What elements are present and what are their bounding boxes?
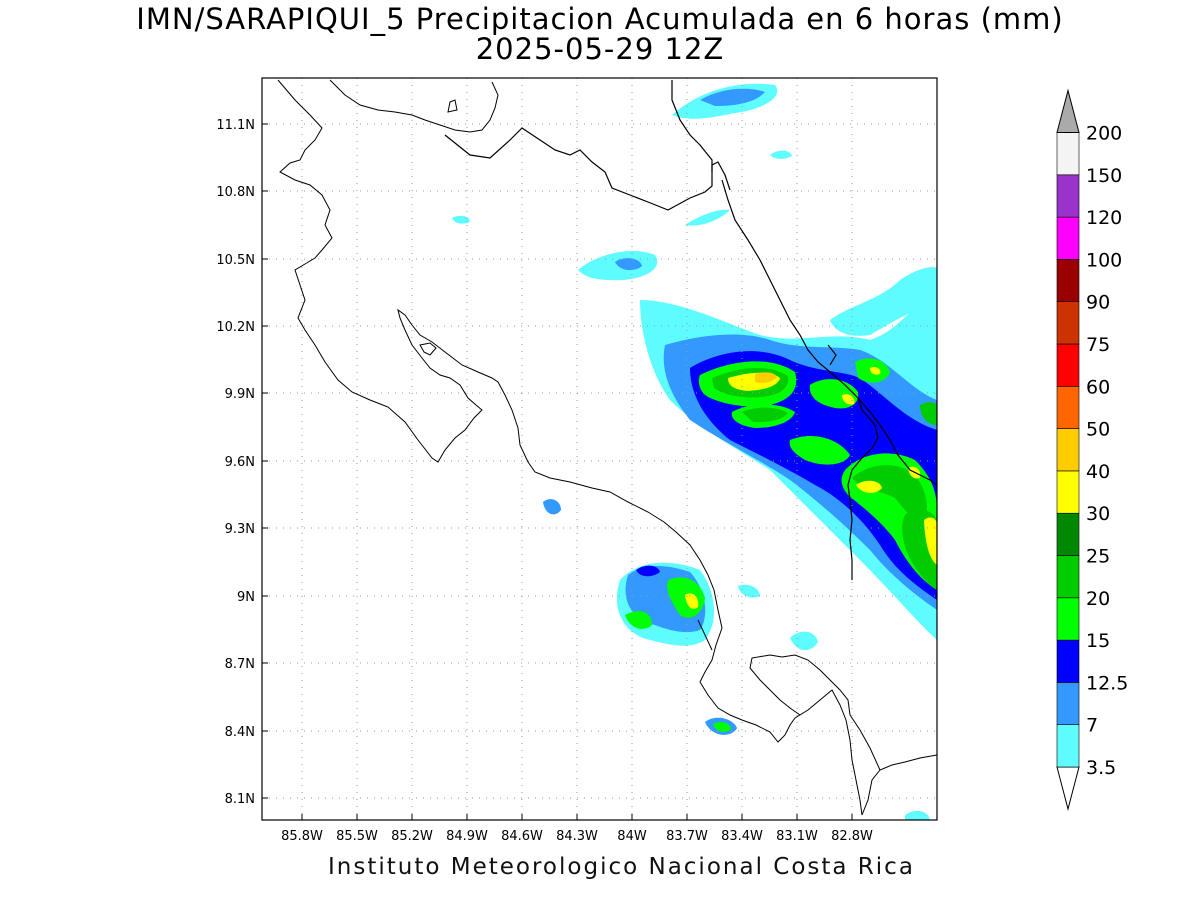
lon-tick-label: 84.6W	[501, 829, 543, 844]
colorbar-level-label: 75	[1086, 334, 1110, 356]
colorbar-swatch	[1056, 555, 1080, 599]
lat-tick-label: 10.2N	[216, 320, 255, 335]
axis-ticks	[262, 123, 853, 820]
colorbar-level-label: 60	[1086, 376, 1110, 398]
precip-band-3.5	[770, 150, 792, 159]
longitude-labels: 85.8W 85.5W 85.2W 84.9W 84.6W 84.3W 84W …	[281, 829, 873, 844]
lat-tick-label: 8.1N	[225, 792, 255, 807]
colorbar-swatch	[1056, 301, 1080, 345]
lat-tick-label: 9.3N	[225, 522, 255, 537]
colorbar-under-triangle	[1056, 766, 1080, 811]
colorbar-level-label: 150	[1086, 165, 1122, 187]
colorbar-over-triangle	[1056, 88, 1080, 133]
colorbar-swatch	[1056, 174, 1080, 218]
colorbar-level-label: 120	[1086, 207, 1122, 229]
precip-band-30	[924, 517, 937, 565]
colorbar-swatch	[1056, 132, 1080, 176]
lat-tick-label: 10.8N	[216, 185, 255, 200]
precip-band-3.5	[685, 209, 730, 226]
country-border	[444, 80, 937, 580]
lat-tick-label: 9.9N	[225, 387, 255, 402]
precip-band-3.5	[830, 267, 937, 336]
precip-band-30	[842, 394, 855, 405]
lat-tick-label: 10.5N	[216, 253, 255, 268]
precip-band-3.5	[905, 810, 930, 820]
precip-band-30	[856, 480, 882, 493]
colorbar: 3.5 7 12.5 15 20 25 30 40 50 60 75 90 100 120 150 200	[1056, 88, 1128, 811]
colorbar-swatch	[1056, 259, 1080, 302]
precip-band-20	[920, 402, 937, 425]
colorbar-swatch	[1056, 682, 1080, 726]
latitude-labels: 11.1N 10.8N 10.5N 10.2N 9.9N 9.6N 9.3N 9…	[216, 118, 255, 807]
lon-tick-label: 82.8W	[831, 829, 873, 844]
precip-band-7	[700, 88, 765, 106]
colorbar-level-label: 12.5	[1086, 672, 1128, 694]
coastline	[277, 79, 937, 816]
footer-credit: Instituto Meteorologico Nacional Costa R…	[328, 854, 915, 880]
lon-tick-label: 84.3W	[556, 829, 598, 844]
lon-tick-label: 85.8W	[281, 829, 323, 844]
colorbar-level-label: 20	[1086, 588, 1110, 610]
precip-band-12.5	[636, 565, 660, 577]
colorbar-swatch	[1056, 597, 1080, 641]
lon-tick-label: 83.4W	[721, 829, 763, 844]
colorbar-swatch	[1056, 470, 1080, 514]
colorbar-swatch	[1056, 639, 1080, 683]
plot-frame	[261, 77, 938, 821]
colorbar-swatch	[1056, 343, 1080, 387]
colorbar-level-label: 3.5	[1086, 757, 1116, 779]
chart-subtitle: 2025-05-29 12Z	[475, 32, 725, 66]
lat-tick-label: 9N	[237, 590, 255, 605]
precip-band-7	[615, 258, 642, 271]
colorbar-level-label: 25	[1086, 546, 1110, 568]
lon-tick-label: 85.5W	[336, 829, 378, 844]
lat-tick-label: 9.6N	[225, 455, 255, 470]
precip-band-7	[543, 499, 561, 515]
lat-tick-label: 8.7N	[225, 657, 255, 672]
precip-band-20	[852, 465, 927, 521]
colorbar-level-label: 50	[1086, 419, 1110, 441]
colorbar-swatch	[1056, 724, 1080, 768]
colorbar-swatch	[1056, 385, 1080, 429]
precipitation-field	[452, 83, 937, 820]
precip-band-20	[742, 407, 788, 423]
precip-band-30	[870, 366, 881, 375]
colorbar-level-label: 100	[1086, 249, 1122, 271]
lon-tick-label: 85.2W	[391, 829, 433, 844]
lat-tick-label: 11.1N	[216, 118, 255, 133]
lat-tick-label: 8.4N	[225, 725, 255, 740]
precip-band-15	[789, 435, 850, 465]
colorbar-level-label: 15	[1086, 630, 1110, 652]
precip-band-15	[713, 721, 731, 732]
lon-tick-label: 83.7W	[666, 829, 708, 844]
colorbar-swatch	[1056, 216, 1080, 260]
colorbar-level-label: 40	[1086, 461, 1110, 483]
precip-band-3.5	[790, 631, 818, 651]
lon-tick-label: 84W	[617, 829, 647, 844]
chart-title: IMN/SARAPIQUI_5 Precipitacion Acumulada …	[136, 2, 1064, 36]
colorbar-level-label: 90	[1086, 292, 1110, 314]
lon-tick-label: 84.9W	[446, 829, 488, 844]
colorbar-level-label: 30	[1086, 503, 1110, 525]
lon-tick-label: 83.1W	[776, 829, 818, 844]
colorbar-swatch	[1056, 428, 1080, 472]
precip-band-30	[685, 593, 699, 609]
precip-band-40	[755, 372, 777, 383]
precip-band-3.5	[452, 215, 470, 224]
colorbar-swatch	[1056, 512, 1080, 556]
precip-band-3.5	[738, 584, 760, 598]
colorbar-level-label: 7	[1086, 715, 1098, 737]
colorbar-level-label: 200	[1086, 123, 1122, 145]
